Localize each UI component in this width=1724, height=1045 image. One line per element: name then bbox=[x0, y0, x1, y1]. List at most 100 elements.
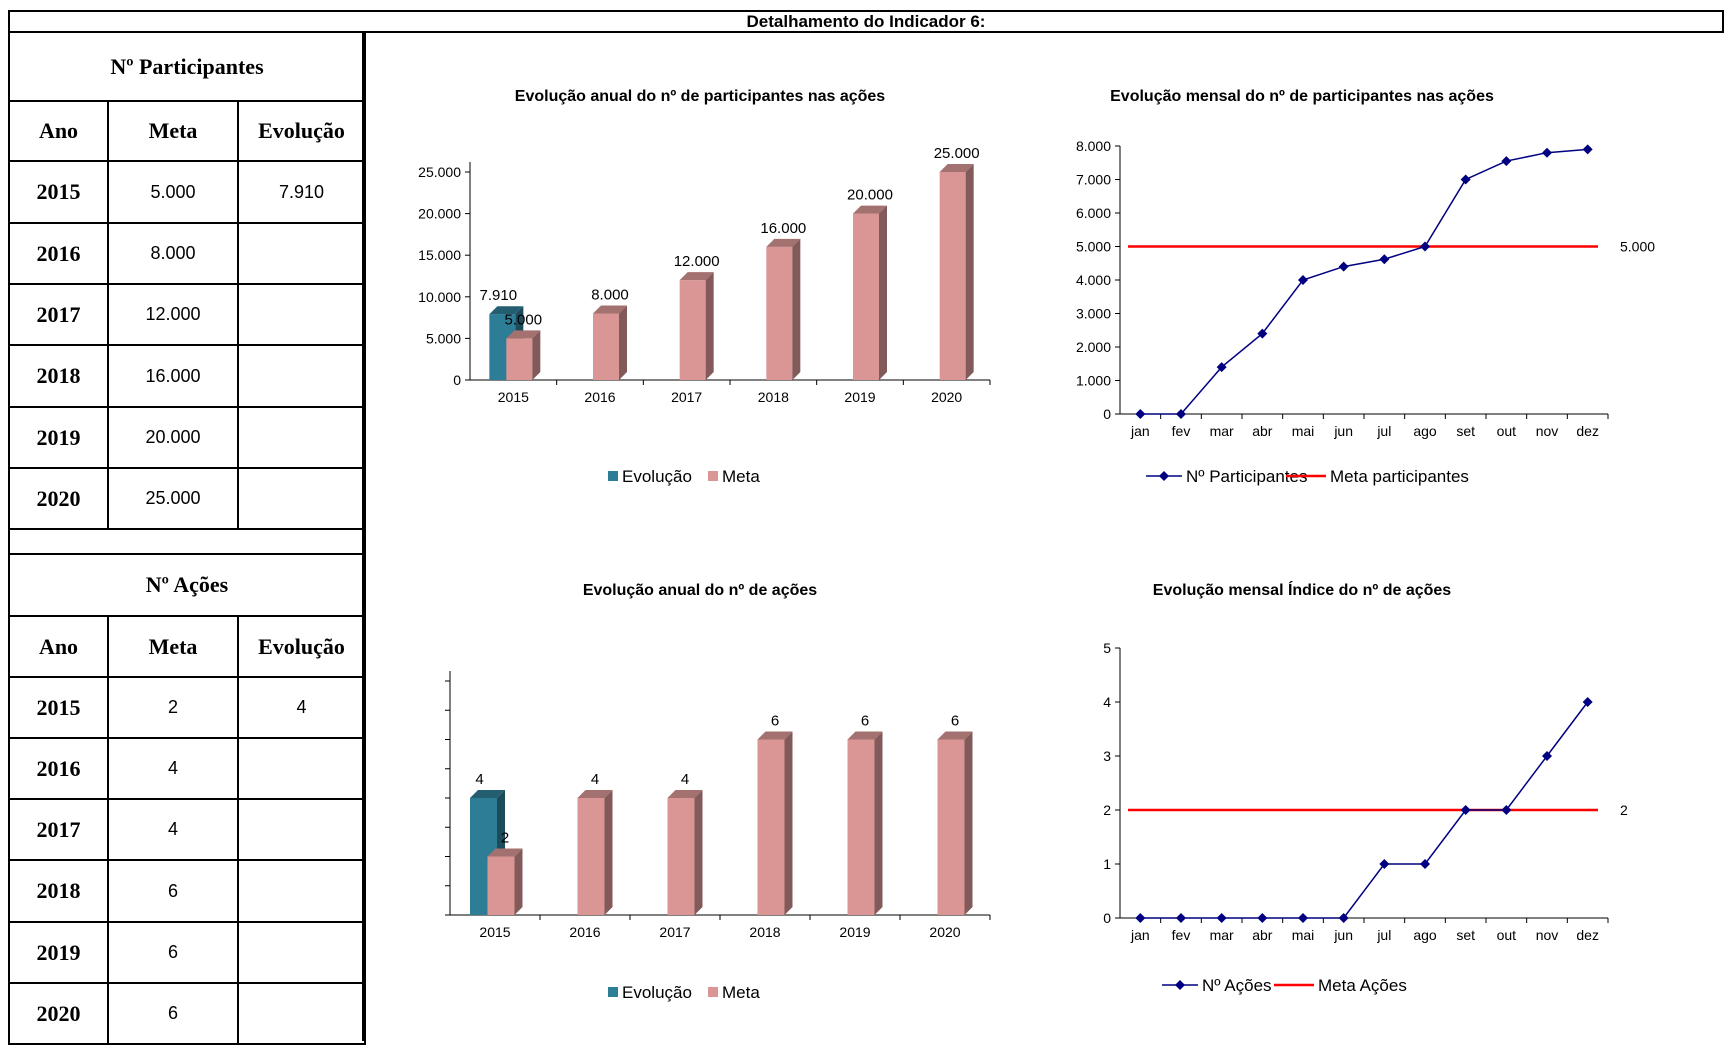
bar-side bbox=[784, 731, 793, 915]
cell-evolucao: 4 bbox=[237, 676, 366, 739]
bar-top bbox=[847, 731, 883, 740]
data-point bbox=[1460, 805, 1471, 815]
legend-swatch bbox=[708, 987, 718, 997]
data-point bbox=[1420, 241, 1430, 252]
data-label: 4 bbox=[591, 771, 599, 788]
x-tick-label: 2020 bbox=[929, 924, 960, 940]
cell-evolucao bbox=[237, 222, 366, 285]
data-label: 6 bbox=[771, 713, 779, 730]
data-point bbox=[1420, 859, 1430, 869]
bar-side bbox=[879, 205, 887, 380]
column-header-ano: Ano bbox=[8, 615, 109, 678]
table-row: 2017 4 bbox=[8, 798, 366, 861]
table-row: 2020 6 bbox=[8, 982, 366, 1045]
y-tick-label: 7.000 bbox=[1076, 172, 1111, 188]
data-point bbox=[1542, 751, 1552, 761]
y-tick-label: 4.000 bbox=[1076, 272, 1111, 288]
cell-ano: 2018 bbox=[8, 859, 109, 923]
legend-entry: Evolução bbox=[622, 983, 692, 1002]
bar-side bbox=[874, 731, 883, 915]
bar-side bbox=[604, 790, 613, 915]
x-tick-label: out bbox=[1497, 423, 1517, 439]
cell-evolucao bbox=[237, 921, 366, 984]
bar-top bbox=[853, 205, 887, 214]
table-row: 2016 4 bbox=[8, 737, 366, 800]
bar-front bbox=[487, 856, 515, 915]
legend-entry: Meta Ações bbox=[1318, 976, 1407, 995]
data-label: 6 bbox=[951, 713, 959, 730]
bar-top bbox=[487, 848, 523, 857]
annual-actions-chart: Evolução anual do nº de ações 2015 2016 201… bbox=[390, 563, 1010, 1041]
cell-ano: 2019 bbox=[8, 921, 109, 984]
table-row: 2019 6 bbox=[8, 921, 366, 984]
x-tick-label: mai bbox=[1292, 927, 1315, 943]
bar-meta bbox=[487, 848, 523, 915]
x-tick-label: 2017 bbox=[659, 924, 690, 940]
bar-top bbox=[937, 731, 973, 740]
data-label: 4 bbox=[475, 771, 483, 788]
bar-meta bbox=[853, 205, 887, 380]
cell-ano: 2020 bbox=[8, 467, 109, 530]
data-point bbox=[1176, 409, 1186, 419]
cell-meta: 2 bbox=[107, 676, 239, 739]
cell-ano: 2019 bbox=[8, 406, 109, 469]
cell-meta: 5.000 bbox=[107, 160, 239, 224]
cell-ano: 2015 bbox=[8, 676, 109, 739]
legend-entry: Nº Ações bbox=[1202, 976, 1272, 995]
bar-meta bbox=[506, 330, 541, 380]
bar-top bbox=[939, 164, 974, 172]
y-tick-label: 10.000 bbox=[418, 289, 461, 305]
participants-table: Nº Participantes Ano Meta Evolução 2015 … bbox=[8, 31, 366, 554]
data-label: 7.910 bbox=[480, 287, 518, 304]
cell-ano: 2015 bbox=[8, 160, 109, 224]
x-tick-label: 2016 bbox=[584, 389, 615, 405]
data-point bbox=[1582, 697, 1593, 707]
bar-side bbox=[619, 305, 627, 380]
meta-end-label: 2 bbox=[1620, 802, 1628, 818]
cell-evolucao bbox=[237, 982, 366, 1045]
y-tick-label: 2.000 bbox=[1076, 339, 1111, 355]
cell-meta: 12.000 bbox=[107, 283, 239, 346]
bar-meta bbox=[667, 790, 703, 915]
x-tick-label: ago bbox=[1413, 423, 1437, 439]
bar-front bbox=[939, 172, 966, 380]
legend-marker bbox=[1159, 471, 1169, 481]
x-tick-label: 2017 bbox=[671, 389, 702, 405]
column-header-ano: Ano bbox=[8, 100, 109, 162]
x-tick-label: fev bbox=[1172, 423, 1191, 439]
bar-front bbox=[667, 798, 695, 915]
x-tick-label: jul bbox=[1376, 423, 1391, 439]
y-tick-label: 2 bbox=[1103, 802, 1111, 818]
cell-ano: 2018 bbox=[8, 344, 109, 408]
data-point bbox=[1379, 859, 1390, 869]
cell-evolucao bbox=[237, 344, 366, 408]
data-point bbox=[1501, 156, 1512, 167]
y-tick-label: 5 bbox=[1103, 640, 1111, 656]
legend-entry: Nº Participantes bbox=[1186, 467, 1307, 486]
cell-meta: 6 bbox=[107, 921, 239, 984]
cell-evolucao bbox=[237, 737, 366, 800]
bar-top bbox=[577, 790, 613, 798]
cell-meta: 6 bbox=[107, 982, 239, 1045]
x-tick-label: out bbox=[1497, 927, 1517, 943]
cell-ano: 2020 bbox=[8, 982, 109, 1045]
y-tick-label: 3.000 bbox=[1076, 306, 1111, 322]
x-tick-label: ago bbox=[1413, 927, 1437, 943]
bar-top bbox=[489, 306, 524, 315]
data-point bbox=[1216, 362, 1227, 373]
cell-meta: 20.000 bbox=[107, 406, 239, 469]
x-tick-label: fev bbox=[1172, 927, 1191, 943]
x-tick-label: dez bbox=[1576, 423, 1599, 439]
cell-evolucao bbox=[237, 467, 366, 530]
annual-participants-chart: Evolução anual do nº de participantes na… bbox=[390, 72, 1010, 512]
cell-ano: 2016 bbox=[8, 222, 109, 285]
cell-evolucao bbox=[237, 798, 366, 861]
x-tick-label: mar bbox=[1210, 423, 1234, 439]
table-row: 2015 5.000 7.910 bbox=[8, 160, 366, 224]
y-tick-label: 5.000 bbox=[426, 330, 461, 346]
legend-marker bbox=[1175, 980, 1185, 990]
cell-meta: 16.000 bbox=[107, 344, 239, 408]
x-tick-label: jun bbox=[1333, 927, 1353, 943]
x-tick-label: jan bbox=[1130, 927, 1150, 943]
bar-top bbox=[757, 731, 793, 740]
